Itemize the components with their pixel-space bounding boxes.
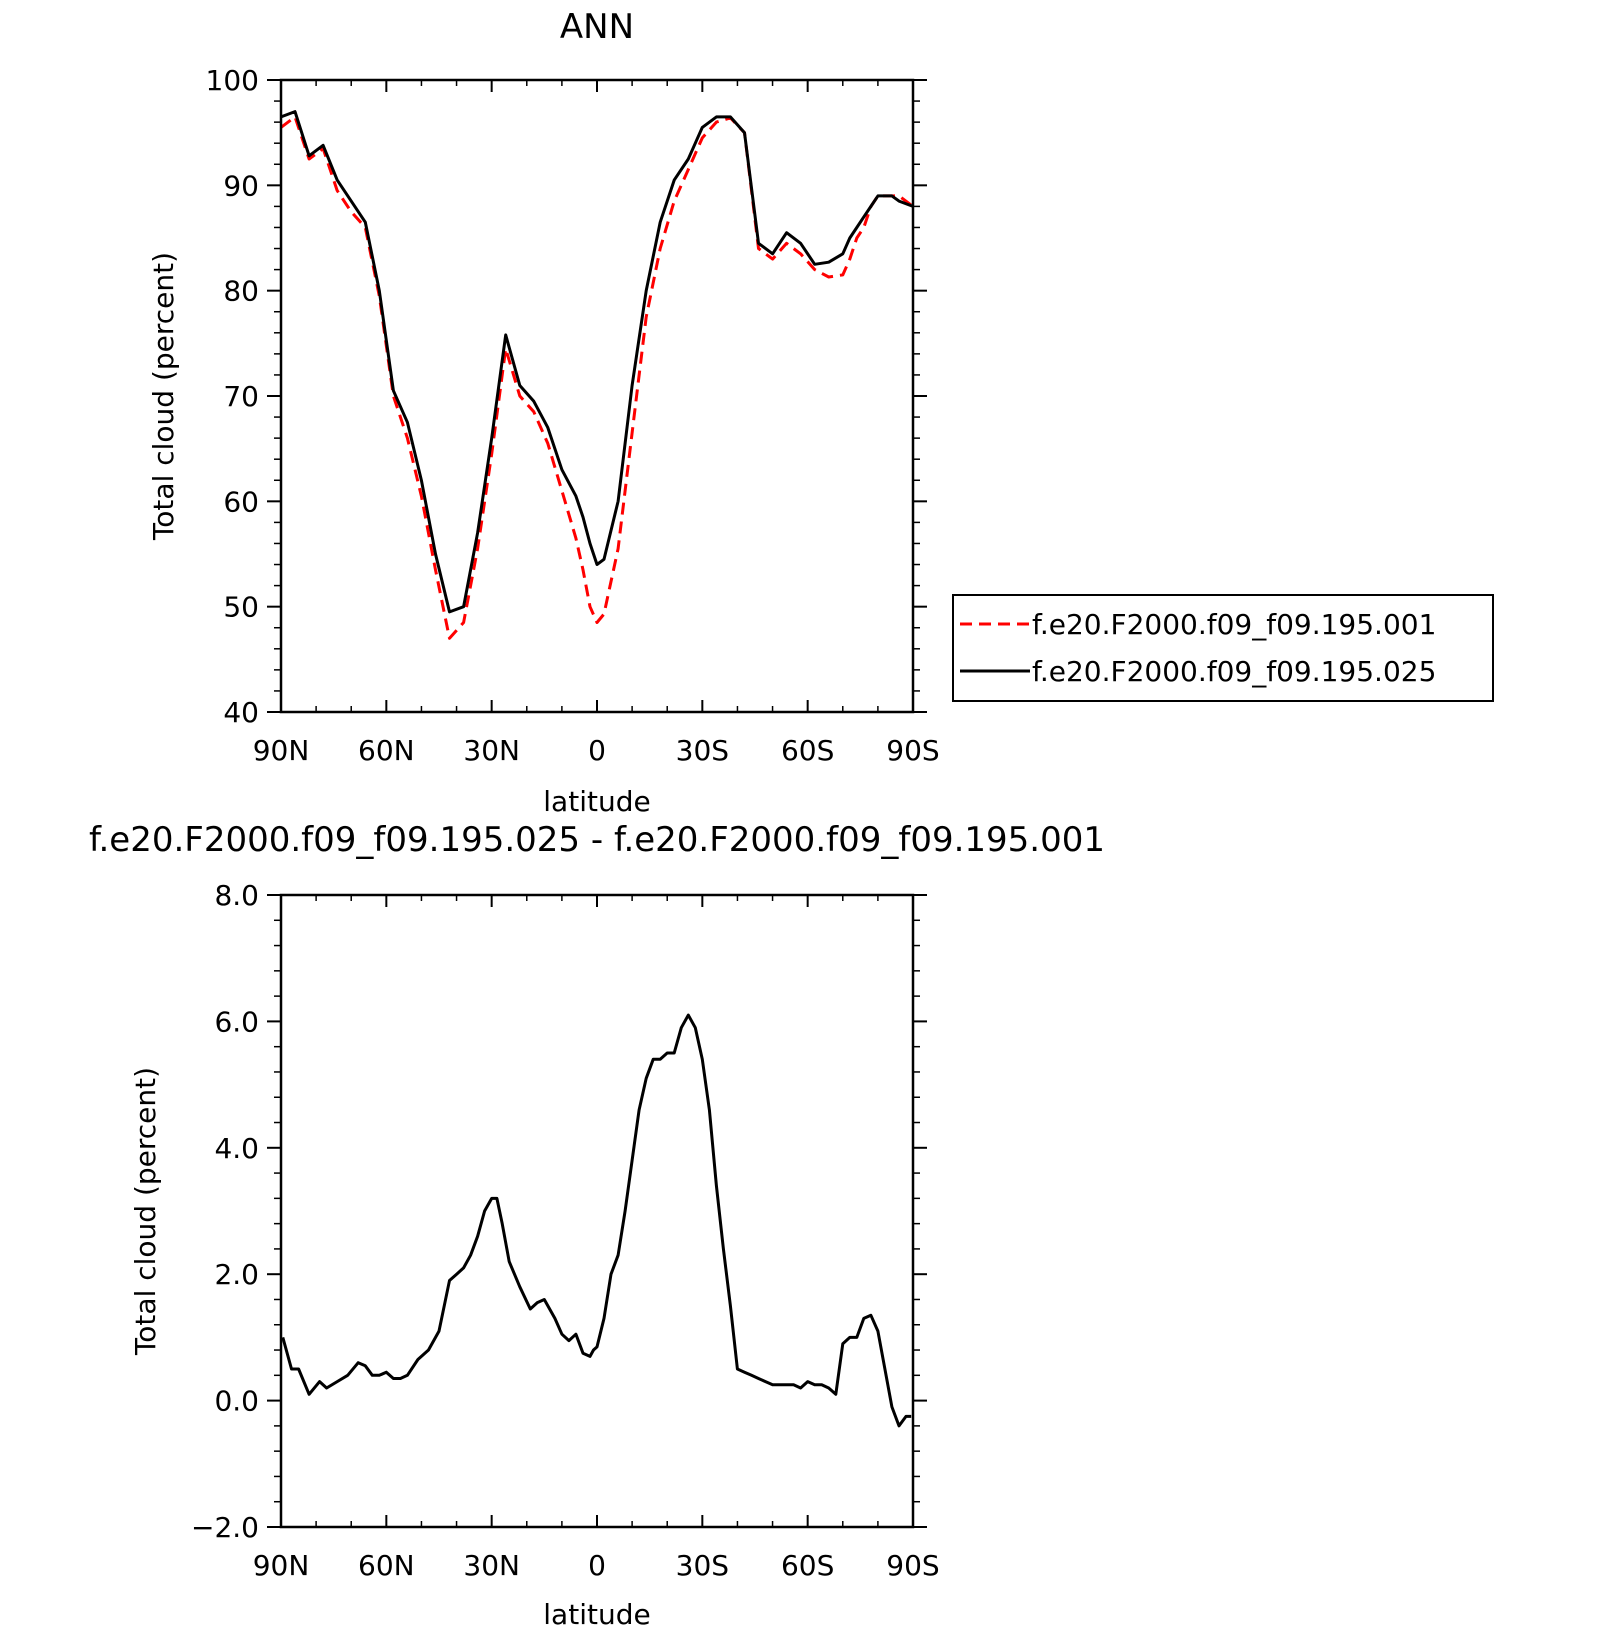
bottom-y-tick-label: 6.0 [214,1005,259,1038]
legend-label-001: f.e20.F2000.f09_f09.195.001 [1032,608,1436,641]
bottom-x-tick-label: 0 [588,1549,606,1582]
top-ticks-layer: 90N 60N 30N 0 30S 60S 90S 40 50 60 70 80 90 100 [206,64,940,767]
top-x-tick-label: 60S [781,734,834,767]
bottom-x-tick-label: 60S [781,1549,834,1582]
top-x-axis-label: latitude [543,785,650,818]
top-series-line-0 [280,115,914,640]
bottom-y-tick-label: −2.0 [191,1511,259,1544]
bottom-x-tick-label: 90N [253,1549,310,1582]
bottom-series-line-0 [281,1013,912,1428]
bottom-y-tick-label: 0.0 [214,1385,259,1418]
top-series-line-1 [280,110,914,614]
bottom-x-axis-label: latitude [543,1598,650,1631]
top-panel: ANN 90N 60N 30N 0 30S 60S 90S 40 50 60 70 80 90 100 T… [147,7,1494,818]
bottom-y-axis-label: Total cloud (percent) [129,1067,162,1356]
bottom-y-tick-label: 8.0 [214,879,259,912]
bottom-ticks-layer: 90N 60N 30N 0 30S 60S 90S −2.0 0.0 2.0 4.0 6.0 8.0 [191,879,940,1582]
top-y-tick-label: 100 [206,64,259,97]
bottom-y-tick-label: 2.0 [214,1258,259,1291]
top-x-tick-label: 30N [463,734,520,767]
top-plot-frame [279,78,915,714]
top-y-tick-label: 50 [223,591,259,624]
bottom-plot-frame [279,893,915,1529]
top-y-axis-label: Total cloud (percent) [147,252,180,541]
top-x-tick-label: 30S [676,734,729,767]
bottom-x-tick-label: 30S [676,1549,729,1582]
bottom-chart-title: f.e20.F2000.f09_f09.195.025 - f.e20.F200… [89,820,1105,860]
bottom-x-tick-label: 90S [886,1549,939,1582]
legend: f.e20.F2000.f09_f09.195.001 f.e20.F2000.… [952,594,1494,702]
bottom-x-tick-label: 60N [358,1549,415,1582]
top-x-tick-label: 60N [358,734,415,767]
bottom-x-tick-label: 30N [463,1549,520,1582]
top-x-tick-label: 90N [253,734,310,767]
bottom-series-layer [281,1013,912,1428]
top-chart-title: ANN [560,7,634,47]
top-x-tick-label: 90S [886,734,939,767]
top-y-tick-label: 80 [223,275,259,308]
top-series-layer [280,110,914,640]
legend-label-025: f.e20.F2000.f09_f09.195.025 [1032,655,1436,688]
top-x-tick-label: 0 [588,734,606,767]
legend-box [952,594,1494,702]
bottom-y-tick-label: 4.0 [214,1132,259,1165]
top-y-tick-label: 70 [223,380,259,413]
top-y-tick-label: 40 [223,696,259,729]
top-y-tick-label: 90 [223,169,259,202]
top-y-tick-label: 60 [223,485,259,518]
bottom-panel: f.e20.F2000.f09_f09.195.025 - f.e20.F200… [89,820,1105,1631]
